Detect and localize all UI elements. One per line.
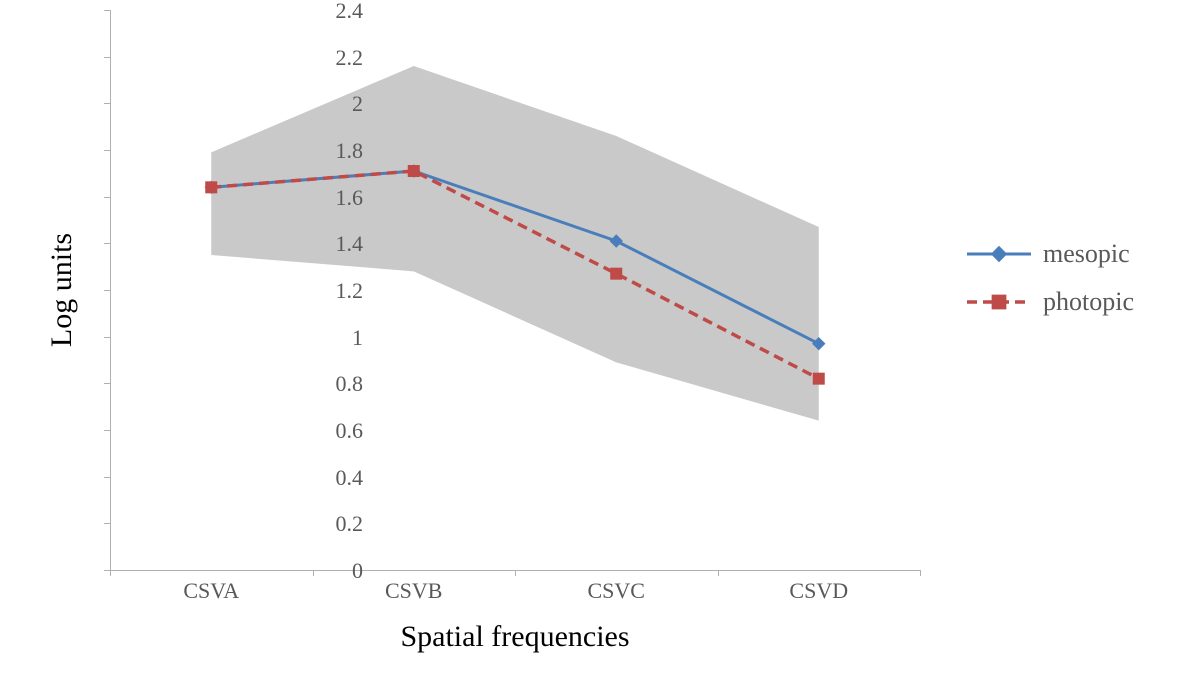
x-tick-label: CSVA (183, 578, 239, 604)
y-tick-label: 0.2 (303, 511, 363, 537)
series-marker-photopic (408, 166, 419, 177)
y-axis-title: Log units (45, 233, 79, 347)
y-tick-mark (104, 477, 110, 478)
series-marker-photopic (206, 182, 217, 193)
y-tick-mark (104, 383, 110, 384)
y-tick-mark (104, 523, 110, 524)
y-tick-mark (104, 103, 110, 104)
y-tick-label: 1.2 (303, 278, 363, 304)
x-tick-label: CSVC (588, 578, 645, 604)
y-tick-mark (104, 243, 110, 244)
legend: mesopic photopic (965, 230, 1134, 326)
y-tick-label: 0.8 (303, 371, 363, 397)
legend-swatch-photopic (965, 278, 1033, 326)
y-tick-label: 1.8 (303, 138, 363, 164)
y-tick-mark (104, 337, 110, 338)
y-tick-mark (104, 430, 110, 431)
y-tick-mark (104, 150, 110, 151)
legend-label-photopic: photopic (1043, 287, 1134, 317)
y-tick-label: 2 (303, 91, 363, 117)
y-tick-mark (104, 10, 110, 11)
x-tick-label: CSVD (789, 578, 848, 604)
legend-item-photopic: photopic (965, 278, 1134, 326)
series-marker-photopic (611, 268, 622, 279)
legend-swatch-mesopic (965, 230, 1033, 278)
x-axis-title: Spatial frequencies (110, 620, 920, 654)
x-tick-label: CSVB (385, 578, 442, 604)
y-tick-label: 1.4 (303, 231, 363, 257)
legend-label-mesopic: mesopic (1043, 239, 1130, 269)
x-tick-mark (313, 570, 314, 576)
x-tick-mark (718, 570, 719, 576)
y-tick-label: 1 (303, 325, 363, 351)
y-tick-mark (104, 290, 110, 291)
x-tick-mark (920, 570, 921, 576)
x-tick-mark (110, 570, 111, 576)
y-tick-mark (104, 197, 110, 198)
y-tick-label: 1.6 (303, 185, 363, 211)
legend-item-mesopic: mesopic (965, 230, 1134, 278)
y-tick-label: 2.2 (303, 45, 363, 71)
series-marker-photopic (813, 373, 824, 384)
chart-container: { "chart": { "type": "line", "y_axis": {… (0, 0, 1181, 683)
x-tick-mark (515, 570, 516, 576)
y-tick-mark (104, 57, 110, 58)
y-tick-label: 0.4 (303, 465, 363, 491)
y-tick-label: 0.6 (303, 418, 363, 444)
y-tick-label: 2.4 (303, 0, 363, 24)
chart-svg (110, 10, 920, 570)
